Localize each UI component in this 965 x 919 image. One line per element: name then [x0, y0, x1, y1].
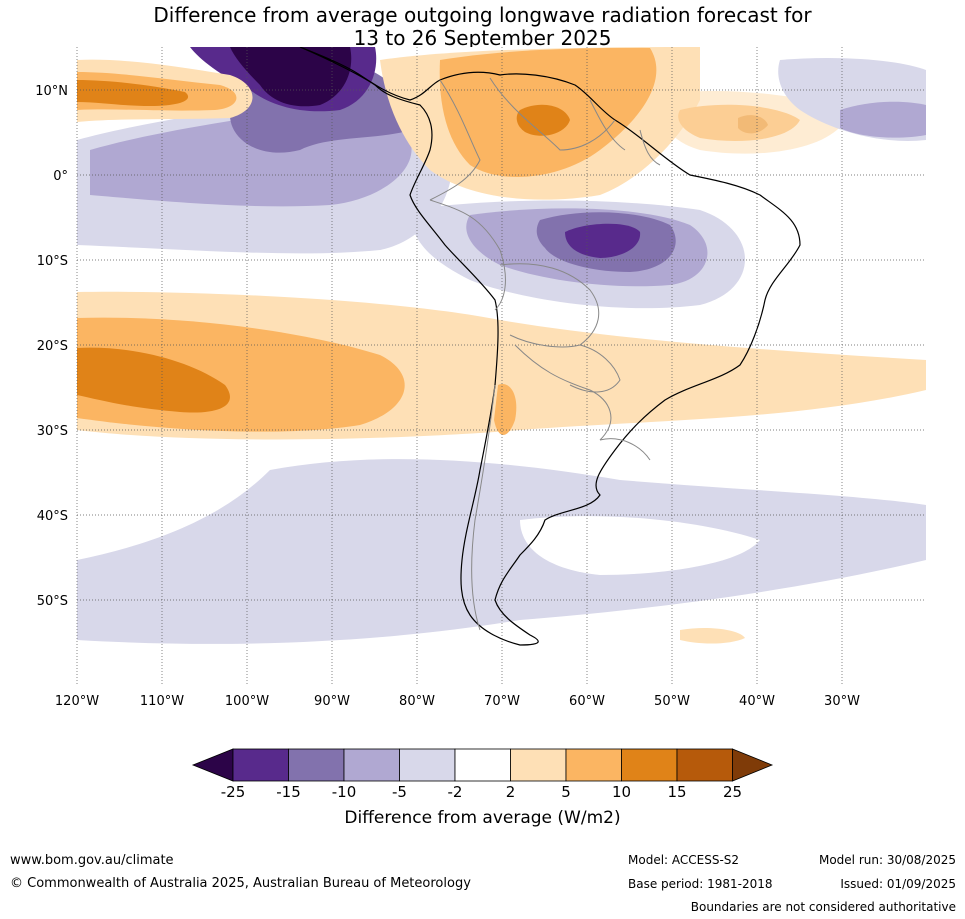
boundary-peru-brazil: [429, 199, 506, 311]
colorbar-bin-pos15-pos25: [676, 748, 733, 782]
website-link[interactable]: www.bom.gov.au/climate: [10, 853, 174, 868]
country-boundaries: [429, 77, 661, 631]
colorbar: [191, 748, 774, 782]
colorbar-tick-neg2: -2: [447, 783, 463, 801]
boundary-colombia: [429, 79, 481, 201]
colorbar-tick-neg15: -15: [276, 783, 301, 801]
colorbar-tick-pos5: 5: [561, 783, 571, 801]
lat-label-10n: 10°N: [35, 84, 68, 99]
graticule: [76, 47, 926, 685]
lat-label-0: 0°: [53, 169, 68, 184]
longitude-labels: 120°W 110°W 100°W 90°W 80°W 70°W 60°W 50…: [55, 694, 860, 709]
colorbar-extend-max: [732, 748, 774, 782]
lat-label-50s: 50°S: [37, 594, 68, 609]
colorbar-tick-pos25: 25: [722, 783, 743, 801]
south-america-outline: [299, 47, 801, 646]
boundary-guianas: [589, 99, 661, 166]
colorbar-label: Difference from average (W/m2): [344, 808, 621, 828]
latitude-labels: 10°N 0° 10°S 20°S 30°S 40°S 50°S: [35, 84, 68, 609]
lat-label-30s: 30°S: [37, 424, 68, 439]
colorbar-bin-neg2-pos2: [454, 748, 511, 782]
anomaly-pos-5-10-argentina: [494, 384, 517, 435]
colorbar-tick-pos2: 2: [505, 783, 516, 801]
model-run-date: Model run: 30/08/2025: [818, 853, 956, 867]
lon-label-30w: 30°W: [824, 694, 860, 709]
colorbar-tick-neg5: -5: [392, 783, 407, 801]
anomaly-pos-10-15-nsa: [516, 104, 570, 136]
title-line-2: 13 to 26 September 2025: [353, 26, 612, 50]
model-info: Model: ACCESS-S2: [628, 853, 740, 867]
lon-label-80w: 80°W: [399, 694, 435, 709]
boundary-bolivia: [499, 263, 600, 348]
lat-label-20s: 20°S: [37, 339, 68, 354]
lon-label-90w: 90°W: [314, 694, 350, 709]
colorbar-bin-neg25-neg15: [232, 748, 289, 782]
anomaly-pos-10-15-pac-north: [77, 80, 189, 106]
anomaly-neg-5-2-south: [77, 459, 926, 644]
lat-label-10s: 10°S: [37, 254, 68, 269]
anomaly-neutral-south-gap: [520, 516, 760, 575]
boundary-venezuela: [489, 77, 616, 151]
base-period: Base period: 1981-2018: [628, 877, 773, 891]
anomaly-neg-10-5-atl: [840, 101, 926, 138]
anomaly-field: [77, 47, 926, 685]
colorbar-tick-pos15: 15: [667, 783, 687, 801]
issued-date: Issued: 01/09/2025: [840, 877, 956, 891]
colorbar-tick-neg10: -10: [331, 783, 357, 801]
map-title: Difference from average outgoing longwav…: [0, 4, 965, 50]
boundary-argentina: [514, 344, 612, 441]
lon-label-60w: 60°W: [569, 694, 605, 709]
colorbar-bin-pos2-pos5: [510, 748, 567, 782]
lon-label-70w: 70°W: [484, 694, 520, 709]
lon-label-50w: 50°W: [654, 694, 690, 709]
boundary-uruguay: [599, 438, 651, 461]
title-line-1: Difference from average outgoing longwav…: [153, 3, 812, 27]
colorbar-bin-neg15-neg10: [288, 748, 345, 782]
colorbar-tick-neg25: -25: [220, 783, 246, 801]
anomaly-pos-10-15-spac: [77, 347, 230, 413]
colorbar-bin-pos10-pos15: [621, 748, 678, 782]
coastlines: [299, 47, 801, 646]
colorbar-tick-pos10: 10: [611, 783, 632, 801]
lon-label-40w: 40°W: [739, 694, 775, 709]
lon-label-120w: 120°W: [55, 694, 99, 709]
boundaries-disclaimer: Boundaries are not considered authoritat…: [690, 900, 956, 914]
colorbar-bin-pos5-pos10: [565, 748, 622, 782]
colorbar-bin-neg5-neg2: [399, 748, 456, 782]
lon-label-100w: 100°W: [225, 694, 269, 709]
anomaly-below-25-north: [230, 47, 352, 107]
anomaly-pos-2-5-south-atl: [680, 627, 745, 644]
colorbar-bin-neg10-neg5: [343, 748, 400, 782]
lat-label-40s: 40°S: [37, 509, 68, 524]
anomaly-neg-25-15-brazil: [565, 223, 641, 258]
copyright-notice: © Commonwealth of Australia 2025, Austra…: [10, 876, 471, 891]
boundary-paraguay: [569, 344, 621, 393]
boundary-chile-argentina: [471, 384, 496, 631]
lon-label-110w: 110°W: [140, 694, 184, 709]
colorbar-extend-min: [191, 748, 234, 782]
